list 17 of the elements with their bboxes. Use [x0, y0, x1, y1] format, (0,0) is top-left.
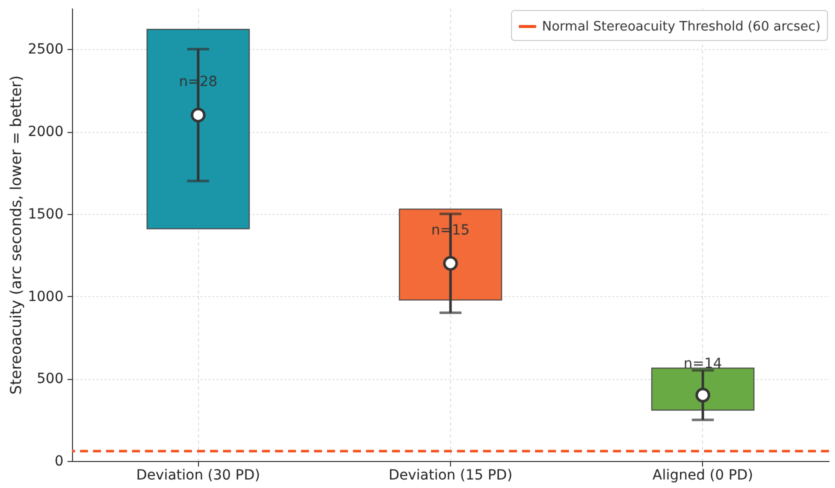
point	[190, 108, 206, 122]
bar	[398, 208, 502, 301]
x-tick-label: Deviation (30 PD)	[136, 468, 260, 484]
y-axis-title: Stereoacuity (arc seconds, lower = better)	[6, 75, 25, 395]
y-tick-label: 1500	[28, 206, 64, 222]
y-tick-label: 2000	[28, 124, 64, 140]
y-tick-label: 1000	[28, 288, 64, 305]
x-tick-label: Deviation (15 PD)	[388, 468, 512, 484]
point	[443, 256, 458, 271]
bar	[651, 368, 754, 411]
x-tick-label: Aligned (0 PD)	[652, 468, 754, 484]
point	[695, 388, 710, 402]
y-tick-label: 0	[54, 454, 64, 470]
bar	[146, 28, 250, 230]
legend-label: Normal Stereoacuity Threshold (60 arcsec)	[542, 20, 821, 34]
y-tick-label: 500	[36, 371, 64, 388]
y-tick-label: 2500	[28, 42, 64, 58]
